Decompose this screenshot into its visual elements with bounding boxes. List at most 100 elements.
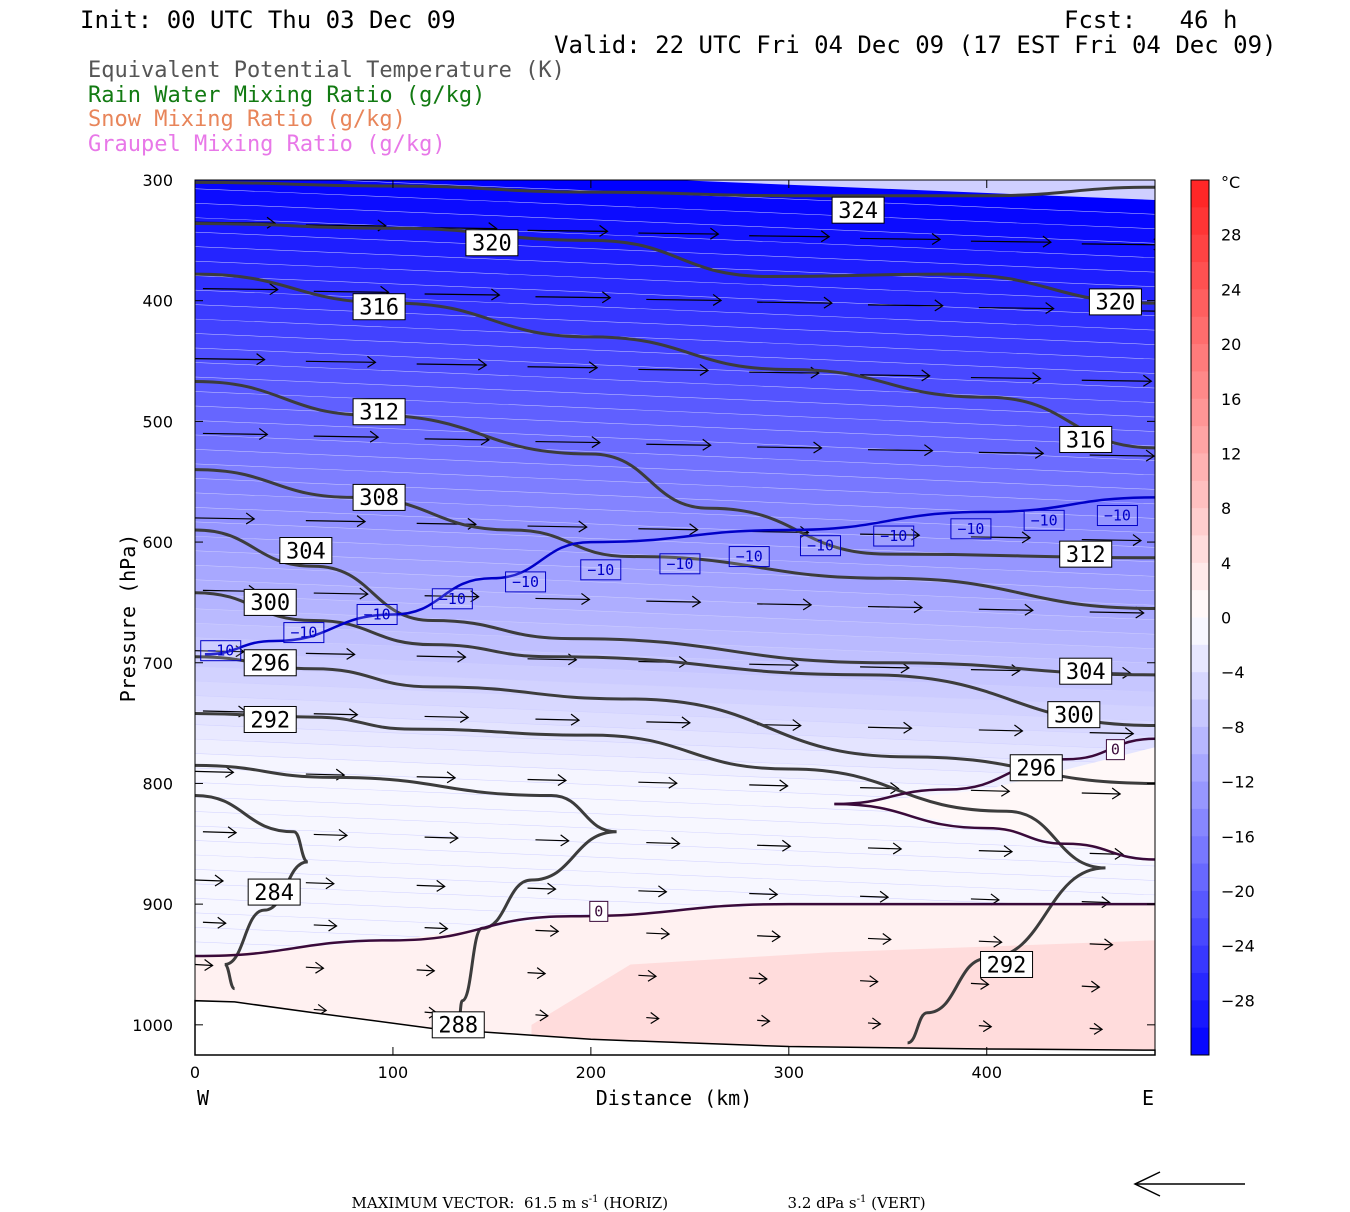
contour-label: 296 <box>243 649 297 677</box>
contour-label: 316 <box>352 293 406 321</box>
colorbar-segment <box>1191 808 1209 837</box>
x-right-end-label: E <box>1142 1086 1154 1110</box>
svg-text:−10: −10 <box>439 590 466 608</box>
svg-text:−10: −10 <box>290 624 317 642</box>
y-tick-label: 300 <box>142 171 173 190</box>
wind-vector <box>646 595 702 608</box>
init-time: Init: 00 UTC Thu 03 Dec 09 <box>80 6 456 34</box>
svg-text:312: 312 <box>1066 543 1106 568</box>
wind-vector <box>638 523 699 536</box>
wind-vector <box>970 531 1032 544</box>
wind-vector <box>195 353 266 366</box>
colorbar-tick-label: 20 <box>1221 335 1241 354</box>
y-tick-label: 1000 <box>132 1016 173 1035</box>
colorbar-segment <box>1191 316 1209 345</box>
temperature-contour-label: −10 <box>659 553 701 575</box>
temperature-band <box>195 551 1155 606</box>
colorbar-segment <box>1191 426 1209 454</box>
contour-label: 292 <box>980 950 1034 978</box>
wind-vector <box>424 288 501 301</box>
temperature-contour-label: −10 <box>799 535 841 557</box>
temperature-band <box>195 188 1155 243</box>
svg-text:300: 300 <box>250 591 290 616</box>
colorbar-segment <box>1191 207 1209 236</box>
temperature-band <box>195 261 1155 316</box>
theta-e-contour <box>195 591 1155 728</box>
wind-vector <box>970 977 990 990</box>
wind-vector <box>1082 1060 1092 1071</box>
svg-text:−10: −10 <box>1031 511 1058 529</box>
svg-text:300: 300 <box>1054 703 1094 728</box>
wind-vector <box>638 227 720 240</box>
colorbar-segment <box>1191 918 1209 947</box>
theta-e-contour <box>195 655 1155 785</box>
temperature-contour-label: −10 <box>283 622 325 644</box>
temperature-contour-label: −10 <box>728 546 770 568</box>
legend-rain-water: Rain Water Mixing Ratio (g/kg) <box>88 83 486 108</box>
colorbar-segment <box>1191 699 1209 728</box>
wind-vector <box>305 647 356 660</box>
temperature-band <box>195 246 1155 301</box>
wind-vector <box>867 444 934 457</box>
temperature-band <box>195 391 1155 446</box>
wind-vector <box>638 885 668 898</box>
contour-label: 312 <box>1059 540 1113 568</box>
wind-vector <box>305 355 377 368</box>
wind-vector <box>535 592 591 605</box>
temperature-contour-label: −10 <box>431 588 473 610</box>
wind-vector <box>978 446 1045 459</box>
valid-time: Valid: 22 UTC Fri 04 Dec 09 (17 EST Fri … <box>554 31 1277 59</box>
temperature-band <box>195 536 1155 591</box>
colorbar-tick-label: 28 <box>1221 226 1241 245</box>
temperature-band <box>195 319 1155 374</box>
wind-vector <box>970 235 1052 248</box>
colorbar-tick-label: 16 <box>1221 390 1241 409</box>
temperature-band <box>195 290 1155 345</box>
temperature-band <box>195 840 1155 895</box>
svg-text:296: 296 <box>250 652 290 677</box>
colorbar-segment <box>1191 371 1209 400</box>
temperature-band <box>195 217 1155 272</box>
colorbar-tick-label: −24 <box>1221 937 1255 956</box>
wind-vector <box>305 877 335 890</box>
svg-text:−10: −10 <box>666 555 693 573</box>
temperature-band <box>195 594 1155 649</box>
wind-vector <box>195 959 214 971</box>
wind-vector <box>1089 727 1135 740</box>
svg-text:308: 308 <box>359 486 399 511</box>
y-tick-label: 400 <box>142 292 173 311</box>
wind-vector <box>646 1012 660 1025</box>
wind-vector <box>535 436 601 449</box>
colorbar-tick-label: 4 <box>1221 554 1231 573</box>
wind-vector <box>646 837 681 850</box>
temperature-band <box>195 478 1155 533</box>
temperature-band <box>195 826 1155 881</box>
temperature-contour-label: 0 <box>589 900 609 922</box>
wind-vector <box>861 1053 865 1055</box>
wind-vector <box>1089 1022 1104 1035</box>
colorbar-tick-label: 8 <box>1221 499 1231 518</box>
svg-text:−10: −10 <box>957 520 984 538</box>
svg-text:−10: −10 <box>807 537 834 555</box>
temperature-band <box>195 522 1155 577</box>
wind-vector <box>860 890 890 903</box>
y-tick-label: 800 <box>142 774 173 793</box>
temperature-band <box>195 710 1155 765</box>
colorbar-tick-label: 12 <box>1221 444 1241 463</box>
colorbar-frame <box>1190 179 1210 1056</box>
svg-text:288: 288 <box>438 1014 478 1039</box>
contour-label: 300 <box>1047 701 1101 728</box>
temperature-contour-label: −10 <box>1096 505 1138 527</box>
wind-vector <box>970 664 1021 677</box>
svg-text:284: 284 <box>254 881 294 906</box>
wind-vector <box>757 930 782 943</box>
wind-vector <box>535 924 560 937</box>
warm-pocket <box>848 747 1155 860</box>
max-vector-label: MAXIMUM VECTOR: 61.5 m s-1 (HORIZ) <box>351 1194 669 1212</box>
y-tick-label: 900 <box>142 895 173 914</box>
temperature-band <box>195 797 1155 852</box>
y-tick-label: 700 <box>142 654 173 673</box>
wind-vector <box>416 358 488 371</box>
wind-vector <box>867 932 892 945</box>
colorbar-segment <box>1191 344 1209 372</box>
